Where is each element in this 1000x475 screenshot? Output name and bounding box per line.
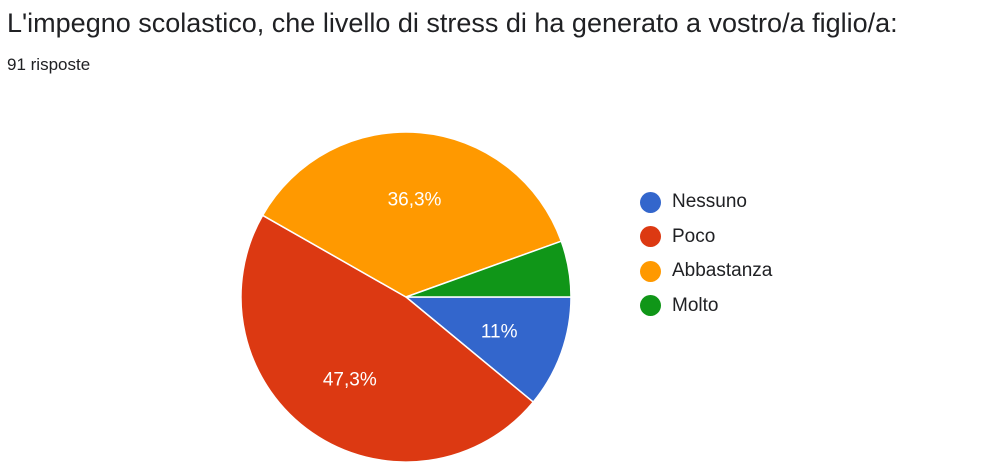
chart-legend: Nessuno Poco Abbastanza Molto <box>640 185 772 323</box>
legend-label: Abbastanza <box>672 260 773 282</box>
legend-label: Molto <box>672 294 719 316</box>
legend-item-poco[interactable]: Poco <box>640 220 772 255</box>
legend-item-abbastanza[interactable]: Abbastanza <box>640 254 772 289</box>
slice-label-poco: 47,3% <box>323 370 377 391</box>
chart-title: L'impegno scolastico, che livello di str… <box>7 8 898 38</box>
legend-label: Poco <box>672 225 716 247</box>
slice-label-abbastanza: 36,3% <box>388 189 442 210</box>
legend-item-molto[interactable]: Molto <box>640 289 772 324</box>
legend-swatch <box>640 260 661 282</box>
legend-item-nessuno[interactable]: Nessuno <box>640 185 772 220</box>
legend-swatch <box>640 295 661 317</box>
pie-slice-poco[interactable] <box>240 214 535 463</box>
pie-slice-labels: 11% 47,3% 36,3% <box>323 189 518 390</box>
response-count: 91 risposte <box>7 55 91 74</box>
pie-slice-molto[interactable] <box>405 240 572 298</box>
pie-slices <box>240 131 572 463</box>
legend-label: Nessuno <box>672 191 747 213</box>
pie-slice-abbastanza[interactable] <box>261 131 563 298</box>
slice-label-nessuno: 11% <box>481 322 518 343</box>
pie-slice-nessuno[interactable] <box>403 296 572 404</box>
legend-swatch <box>640 191 661 213</box>
legend-swatch <box>640 226 661 248</box>
